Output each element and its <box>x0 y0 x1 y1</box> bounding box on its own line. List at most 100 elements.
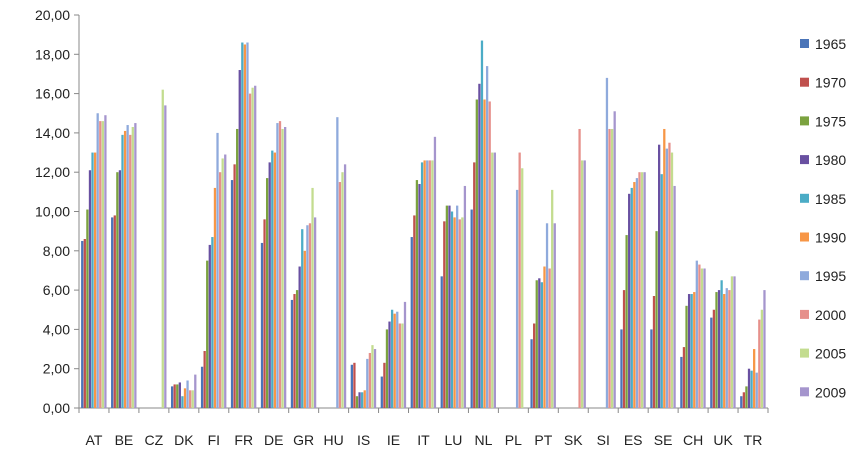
bar-DE-2005 <box>281 128 284 408</box>
bar-IS-1985 <box>361 392 364 408</box>
bar-TR-1975 <box>745 386 748 408</box>
bar-AT-2000 <box>99 121 102 409</box>
bar-IS-1965 <box>350 364 353 408</box>
bar-UK-1995 <box>725 288 728 408</box>
x-tick-label: SI <box>597 432 610 448</box>
bar-NL-1965 <box>470 209 473 408</box>
bar-ES-1965 <box>620 329 623 408</box>
legend-swatch-2000 <box>800 309 809 319</box>
bar-LU-2005 <box>461 217 464 408</box>
bar-DE-1990 <box>273 152 276 408</box>
bar-GR-1985 <box>301 229 304 408</box>
bar-CZ-2009 <box>164 105 167 408</box>
bar-CH-2005 <box>700 268 704 408</box>
bar-GR-1995 <box>306 225 309 408</box>
legend-label-1980: 1980 <box>815 152 846 168</box>
bar-IS-1970 <box>353 362 356 408</box>
legend-label-2000: 2000 <box>815 307 846 323</box>
bar-FR-1965 <box>230 180 234 408</box>
bar-IS-2009 <box>373 349 377 408</box>
bar-FR-2000 <box>248 93 252 408</box>
legend-swatch-1970 <box>800 77 809 87</box>
bar-ES-1975 <box>625 235 628 408</box>
bar-BE-1980 <box>118 170 122 408</box>
bar-LU-1970 <box>443 221 446 408</box>
bar-PT-1995 <box>545 223 549 408</box>
legend: 1965 1970 1975 1980 1985 1990 1995 2000 2005 2009 <box>800 36 846 400</box>
bar-GR-1980 <box>298 266 301 408</box>
legend-label-1995: 1995 <box>815 268 846 284</box>
bar-PT-1980 <box>538 278 541 408</box>
bar-SE-2005 <box>670 152 674 408</box>
bar-BE-1965 <box>111 217 114 408</box>
bar-ES-1980 <box>628 193 631 408</box>
bar-SE-1990 <box>663 128 666 408</box>
bar-PL-2005 <box>521 168 524 408</box>
bar-PT-1985 <box>540 282 544 408</box>
bar-NL-2009 <box>493 152 496 408</box>
bar-SI-2000 <box>608 128 611 408</box>
bar-IS-2005 <box>371 345 374 408</box>
x-tick-label: ES <box>624 432 643 448</box>
bar-UK-2009 <box>733 276 736 408</box>
bar-GR-1990 <box>303 250 306 408</box>
bar-GR-2009 <box>313 217 317 408</box>
bar-IS-1990 <box>363 390 366 408</box>
bar-DE-1970 <box>263 219 266 408</box>
bar-ES-1985 <box>630 187 633 408</box>
bar-CH-2009 <box>703 268 706 408</box>
bar-SE-1980 <box>658 144 661 408</box>
bar-CH-1985 <box>690 294 693 408</box>
bar-SE-2009 <box>673 185 676 408</box>
x-tick-label: AT <box>86 432 103 448</box>
bar-ES-1970 <box>622 290 626 408</box>
bar-BE-2009 <box>134 123 137 408</box>
bar-TR-1990 <box>753 349 756 408</box>
bar-FI-1990 <box>213 187 217 408</box>
bar-FI-1985 <box>211 237 214 408</box>
bar-DK-2009 <box>194 374 197 408</box>
bar-GR-2000 <box>308 223 312 408</box>
bar-CH-1990 <box>693 292 696 408</box>
x-tick-label: DK <box>174 432 194 448</box>
bar-BE-1990 <box>123 130 127 408</box>
bar-NL-2000 <box>488 101 491 409</box>
x-tick-label: FR <box>234 432 253 448</box>
legend-swatch-1965 <box>800 39 809 48</box>
bar-AT-2009 <box>104 115 107 409</box>
bar-IT-2000 <box>428 160 431 408</box>
bar-UK-1965 <box>710 317 713 408</box>
bar-SE-2000 <box>668 142 671 408</box>
bar-UK-1990 <box>723 294 726 408</box>
bar-SK-2000 <box>578 128 581 408</box>
legend-label-1975: 1975 <box>815 113 846 129</box>
bar-AT-1980 <box>88 170 92 408</box>
bar-TR-1970 <box>742 392 745 408</box>
bar-IT-1970 <box>413 215 416 408</box>
bar-NL-1970 <box>473 162 476 409</box>
x-tick-label: CZ <box>145 432 164 448</box>
x-tick-label: PT <box>534 432 552 448</box>
x-tick-labels: AT BE CZ DK FI FR DE GR HU IS IE IT LU NL PL PT SK SI ES SE… <box>86 432 763 448</box>
y-tick-label: 4,00 <box>43 321 70 337</box>
bar-HU-2009 <box>343 164 347 408</box>
bar-AT-1965 <box>81 240 84 408</box>
bar-CH-1970 <box>682 347 686 408</box>
bar-SK-2009 <box>583 160 586 408</box>
bar-DK-1985 <box>181 396 184 408</box>
legend-label-1990: 1990 <box>815 230 846 246</box>
bar-TR-1965 <box>740 396 743 408</box>
bar-FR-1970 <box>233 164 236 408</box>
x-tick-label: LU <box>445 432 463 448</box>
bar-TR-1985 <box>750 370 753 408</box>
y-tick-label: 20,00 <box>35 7 70 23</box>
bar-FI-1970 <box>203 351 206 408</box>
bar-IT-1995 <box>426 160 429 408</box>
bar-GR-1965 <box>290 299 294 408</box>
bar-IT-1985 <box>420 162 424 409</box>
legend-label-2005: 2005 <box>815 346 846 362</box>
bar-SI-2009 <box>613 111 616 408</box>
bar-IE-1985 <box>390 309 394 408</box>
